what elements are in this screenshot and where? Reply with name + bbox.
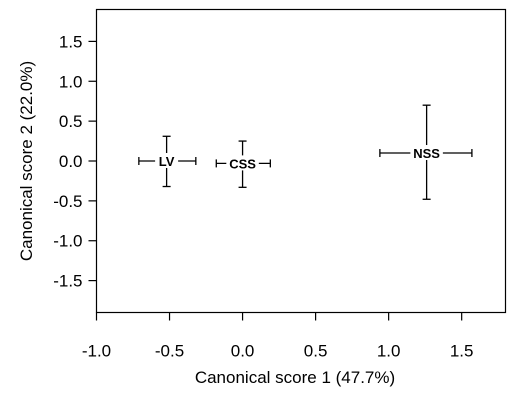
data-point: CSS [215, 140, 271, 188]
y-tick-label: 1.5 [59, 32, 83, 51]
data-point: NSS [379, 104, 473, 200]
y-axis-title: Canonical score 2 (22.0%) [17, 61, 36, 261]
x-tick-label: 1.0 [377, 342, 401, 361]
x-tick-label: -1.0 [82, 342, 111, 361]
x-axis: -1.0 -0.5 0.0 0.5 1.0 1.5 [82, 312, 474, 361]
x-tick-label: 0.5 [304, 342, 328, 361]
x-tick-label: 1.5 [450, 342, 474, 361]
y-axis: 1.5 1.0 0.5 0.0 -0.5 -1.0 -1.5 [53, 32, 97, 291]
x-tick-label: 0.0 [231, 342, 255, 361]
point-label: LV [159, 154, 175, 169]
y-tick-label: -1.0 [53, 232, 82, 251]
point-label-background [410, 145, 443, 161]
x-tick-label: -0.5 [155, 342, 184, 361]
point-label: NSS [413, 146, 440, 161]
point-label: CSS [229, 156, 256, 171]
y-tick-label: -0.5 [53, 192, 82, 211]
point-label-background [226, 155, 259, 171]
y-tick-label: 0.0 [59, 152, 83, 171]
data-point: LV [138, 135, 197, 188]
y-tick-label: 0.5 [59, 112, 83, 131]
y-tick-label: 1.0 [59, 72, 83, 91]
y-tick-label: -1.5 [53, 272, 82, 291]
point-label-background [155, 153, 179, 168]
data-points: LV CSS NSS [138, 104, 473, 200]
x-axis-title: Canonical score 1 (47.7%) [195, 368, 395, 387]
